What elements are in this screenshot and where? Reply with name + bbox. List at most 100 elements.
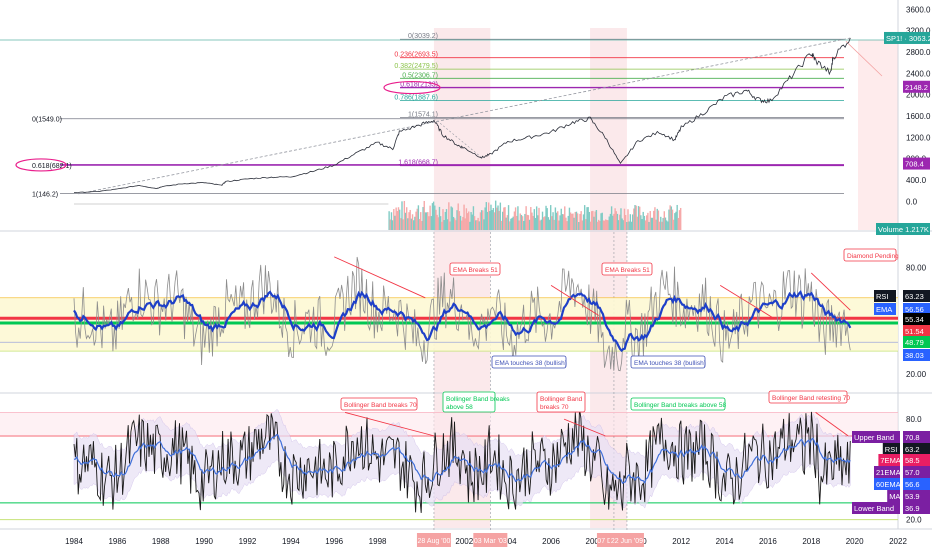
rsi-bb-series-line [73, 408, 851, 513]
volume-bar [566, 221, 568, 230]
volume-bar [546, 208, 548, 230]
rsi-trend-line [334, 256, 426, 299]
bb-annotation-box [768, 390, 848, 404]
volume-bar [451, 207, 454, 230]
y-tick-label: 2400.0 [906, 69, 931, 78]
bb-tag-label-bg [878, 454, 900, 466]
volume-bar [480, 210, 483, 230]
volume-bar [459, 215, 462, 230]
volume-bar [595, 210, 598, 230]
volume-bar [622, 220, 625, 230]
volume-bar [482, 210, 484, 230]
rsi-trend-line [810, 272, 851, 311]
bb-annotation: Bollinger Band breaks 70 [540, 396, 583, 411]
volume-bar [578, 221, 580, 230]
rsi-annotation-box [630, 355, 706, 369]
volume-bar [630, 221, 633, 230]
volume-bar [592, 210, 594, 230]
volume-bar [562, 214, 565, 230]
volume-bar [518, 220, 520, 230]
volume-bar [580, 211, 582, 230]
rsi-trend-line [719, 284, 773, 318]
volume-bar [479, 212, 482, 230]
volume-bar [539, 220, 541, 230]
fib-label: 0.618(2133) [400, 82, 438, 89]
volume-bar [669, 205, 671, 230]
x-tick-label: 2014 [716, 537, 734, 546]
volume-bar [436, 214, 438, 230]
rsi-tag-value: 56.56 [905, 305, 924, 314]
trend-line-dashed [78, 37, 851, 195]
y-tick-label: 3600.0 [906, 5, 931, 14]
volume-bar [593, 216, 595, 230]
volume-bar [442, 209, 444, 230]
volume-bar [407, 218, 409, 230]
volume-bar [526, 214, 528, 230]
long-fib-label: 0.618(682.1) [32, 163, 72, 170]
volume-bar [452, 216, 455, 230]
volume-bar [519, 213, 521, 230]
x-tick-label: 1986 [108, 537, 126, 546]
fib-label: 1(1574.1) [408, 111, 438, 118]
volume-bar [619, 214, 621, 230]
volume-bar [581, 220, 584, 230]
bb-tag-label: 7EMA [880, 456, 900, 465]
volume-bar [650, 217, 653, 230]
volume-bar [588, 211, 591, 230]
bb-tag-label-bg [874, 478, 900, 490]
volume-bar [499, 202, 502, 230]
price-level-tag-bg [903, 80, 930, 93]
volume-bar [668, 209, 670, 230]
volume-bar [521, 216, 524, 230]
volume-bar [475, 220, 477, 230]
x-axis-bg [0, 530, 932, 550]
volume-bar [601, 212, 603, 230]
volume-bar [511, 217, 513, 230]
volume-bar [466, 213, 469, 230]
volume-bar [461, 220, 463, 230]
x-tick-label: 2006 [542, 537, 560, 546]
x-tick-label: 1984 [65, 537, 83, 546]
rsi-tag-label-bg [874, 303, 896, 315]
volume-bar [490, 204, 492, 230]
volume-bar [569, 212, 572, 230]
x-tick-label: 2022 [889, 537, 907, 546]
x-tick-label: 2012 [672, 537, 690, 546]
volume-bar [541, 211, 544, 230]
rsi-tag-value-bg [903, 303, 930, 315]
fib-label: 0.5(2306.7) [402, 72, 438, 79]
volume-bar [444, 211, 447, 230]
volume-bar [651, 217, 654, 230]
volume-bar [679, 207, 682, 230]
volume-bar [483, 219, 485, 230]
volume-bar [640, 215, 642, 230]
volume-bar [470, 212, 472, 230]
x-tick-label: 1990 [195, 537, 213, 546]
x-tick-label: 1996 [325, 537, 343, 546]
volume-bar [438, 206, 441, 230]
bb-tag-value: 36.9 [905, 504, 920, 513]
volume-bar [573, 217, 575, 230]
volume-bar [555, 212, 558, 230]
bb-tag-label: Lower Band [854, 504, 894, 513]
volume-bar [494, 200, 497, 230]
volume-bar [531, 212, 533, 230]
volume-bar [587, 207, 589, 230]
ema-series-line [73, 289, 852, 353]
bb-tag-value-bg [903, 454, 930, 466]
volume-bar [534, 217, 537, 230]
highlight-ellipse [15, 158, 67, 172]
volume-bar [422, 207, 424, 230]
volume-bar [671, 209, 674, 230]
volume-bar [528, 219, 531, 230]
volume-bar [574, 211, 577, 230]
x-tick-label: 1998 [369, 537, 387, 546]
volume-bar [448, 202, 450, 230]
y-tick-label: 2800.0 [906, 48, 931, 57]
volume-bar [395, 207, 397, 230]
bb-annotation-box [630, 397, 726, 411]
volume-bar [621, 218, 623, 230]
bb-tag-label: RSI [885, 445, 898, 454]
volume-bar [420, 212, 422, 230]
